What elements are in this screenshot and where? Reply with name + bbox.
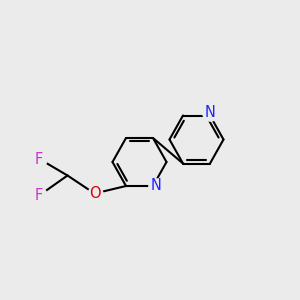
Text: N: N [205, 105, 215, 120]
Text: N: N [151, 178, 161, 194]
Text: O: O [89, 186, 100, 201]
Text: F: F [35, 188, 43, 202]
Text: F: F [35, 152, 43, 166]
